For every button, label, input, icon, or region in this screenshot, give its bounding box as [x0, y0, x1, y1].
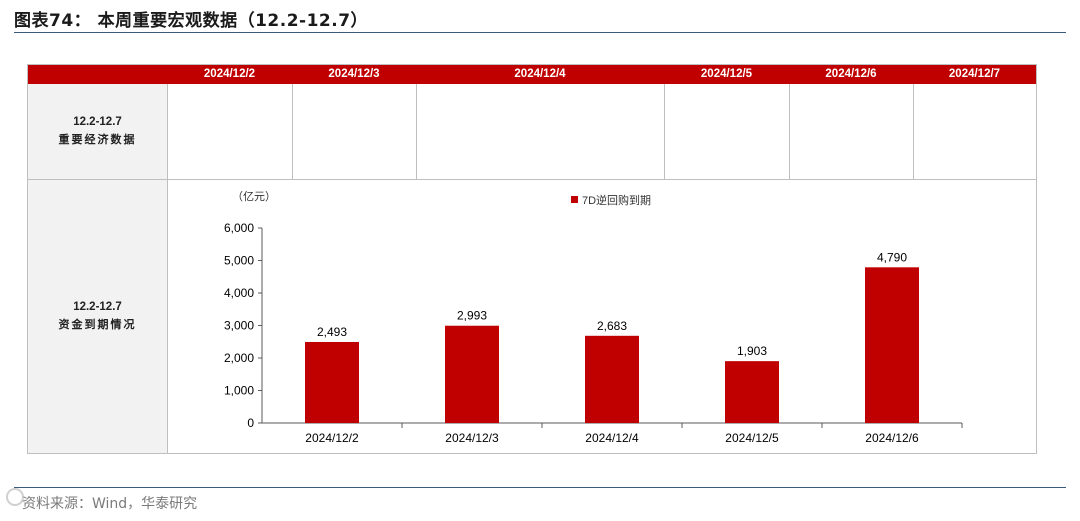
row-label-economic-data: 12.2-12.7 重要经济数据: [28, 84, 167, 179]
header-date-3: 2024/12/4: [514, 68, 566, 80]
header-date-4: 2024/12/5: [700, 68, 753, 80]
col-divider: [664, 84, 665, 179]
col-divider: [416, 84, 417, 179]
source-note: 资料来源：Wind，华泰研究: [22, 496, 198, 512]
col-divider: [167, 84, 168, 453]
table-header-row: 2024/12/2 2024/12/3 2024/12/4 2024/12/5 …: [28, 65, 1036, 84]
row-label-fund-maturity: 12.2-12.7 资金到期情况: [28, 180, 167, 453]
row2-label-line2: 资金到期情况: [58, 318, 137, 331]
header-date-2: 2024/12/3: [328, 68, 380, 80]
header-date-6: 2024/12/7: [948, 68, 1001, 80]
row1-label-line1: 12.2-12.7: [73, 116, 122, 128]
row-divider: [28, 179, 1036, 180]
figure-title: 图表74： 本周重要宏观数据（12.2-12.7）: [14, 11, 369, 31]
row2-label-line1: 12.2-12.7: [73, 301, 122, 313]
macro-table: 2024/12/2 2024/12/3 2024/12/4 2024/12/5 …: [27, 64, 1037, 454]
title-rule: [14, 32, 1066, 33]
col-divider: [913, 84, 914, 179]
header-date-5: 2024/12/6: [825, 68, 877, 80]
row1-label-line2: 重要经济数据: [58, 133, 137, 146]
bottom-rule: [14, 487, 1066, 488]
col-divider: [789, 84, 790, 179]
watermark-icon: [6, 488, 24, 506]
col-divider: [292, 84, 293, 179]
header-date-1: 2024/12/2: [203, 68, 256, 80]
